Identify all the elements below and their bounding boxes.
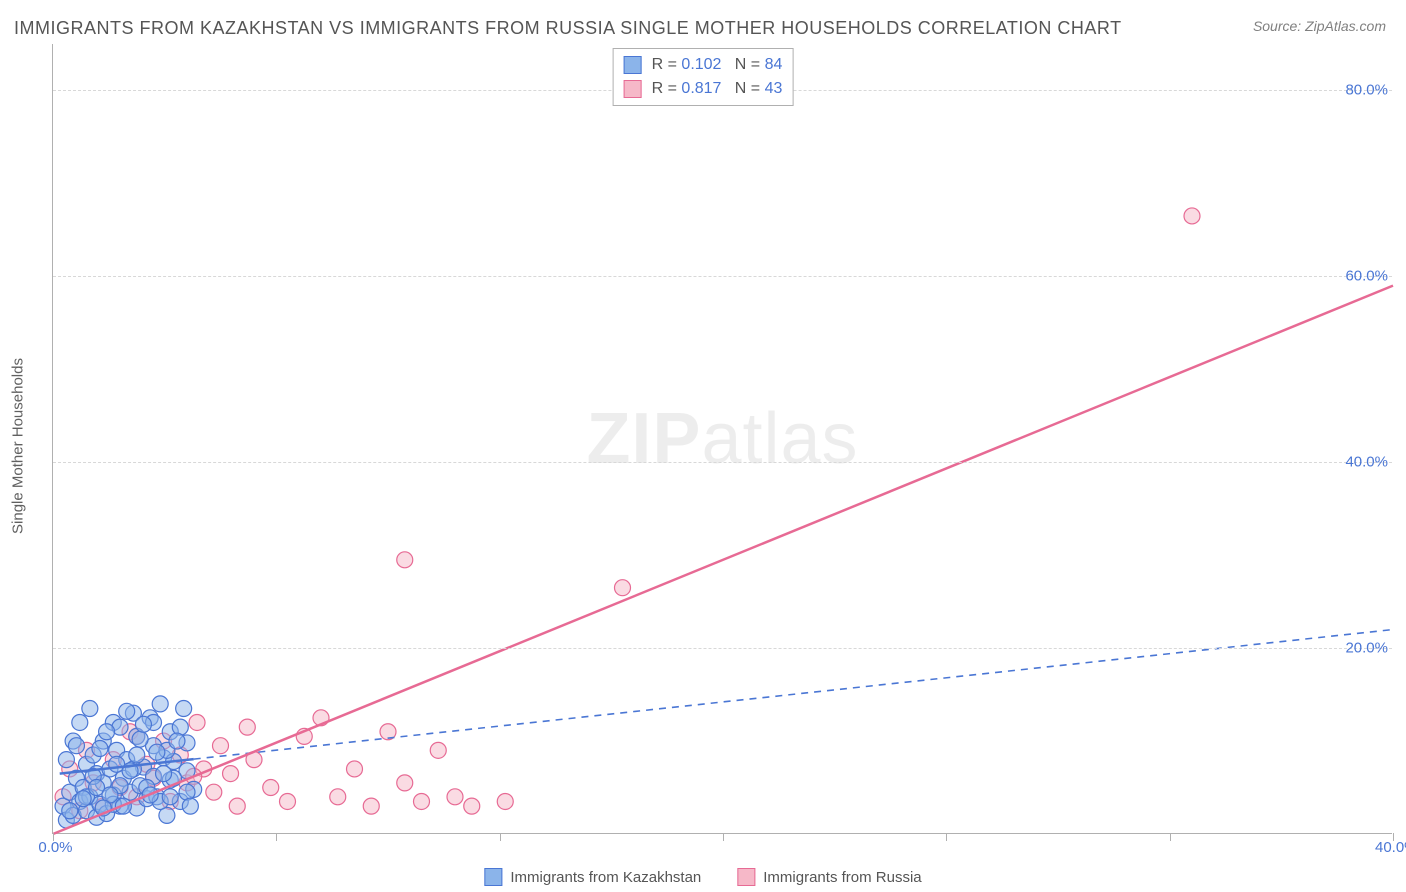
scatter-point xyxy=(189,714,205,730)
scatter-point xyxy=(229,798,245,814)
scatter-point xyxy=(92,740,108,756)
chart-title: IMMIGRANTS FROM KAZAKHSTAN VS IMMIGRANTS… xyxy=(14,18,1122,39)
scatter-point xyxy=(239,719,255,735)
scatter-point xyxy=(464,798,480,814)
scatter-point xyxy=(132,731,148,747)
x-tick xyxy=(723,833,724,841)
legend-label: Immigrants from Kazakhstan xyxy=(510,869,701,886)
gridline-h xyxy=(53,462,1392,463)
scatter-point xyxy=(397,552,413,568)
scatter-point xyxy=(182,798,198,814)
scatter-point xyxy=(152,696,168,712)
scatter-point xyxy=(135,716,151,732)
y-tick-label: 80.0% xyxy=(1345,82,1388,99)
scatter-point xyxy=(497,793,513,809)
scatter-point xyxy=(347,761,363,777)
scatter-point xyxy=(615,580,631,596)
scatter-point xyxy=(172,719,188,735)
scatter-point xyxy=(206,784,222,800)
x-tick xyxy=(1170,833,1171,841)
scatter-point xyxy=(414,793,430,809)
scatter-point xyxy=(263,780,279,796)
scatter-point xyxy=(223,766,239,782)
scatter-point xyxy=(169,733,185,749)
legend-item: Immigrants from Kazakhstan xyxy=(484,868,701,886)
scatter-point xyxy=(176,701,192,717)
x-tick xyxy=(500,833,501,841)
scatter-point xyxy=(119,703,135,719)
scatter-point xyxy=(156,766,172,782)
scatter-point xyxy=(363,798,379,814)
gridline-h xyxy=(53,276,1392,277)
chart-container: { "title": "IMMIGRANTS FROM KAZAKHSTAN V… xyxy=(0,0,1406,892)
y-tick-label: 40.0% xyxy=(1345,454,1388,471)
regression-line xyxy=(53,286,1393,834)
scatter-point xyxy=(213,738,229,754)
stats-row: R = 0.817 N = 43 xyxy=(624,77,783,101)
stats-row: R = 0.102 N = 84 xyxy=(624,53,783,77)
scatter-point xyxy=(397,775,413,791)
x-tick-label: 40.0% xyxy=(1375,839,1406,856)
scatter-point xyxy=(82,701,98,717)
legend-item: Immigrants from Russia xyxy=(737,868,921,886)
scatter-point xyxy=(72,714,88,730)
stats-text: R = 0.817 N = 43 xyxy=(652,77,783,101)
legend-swatch xyxy=(624,56,642,74)
scatter-point xyxy=(58,752,74,768)
legend-bottom: Immigrants from Kazakhstan Immigrants fro… xyxy=(484,868,921,886)
stats-legend-box: R = 0.102 N = 84R = 0.817 N = 43 xyxy=(613,48,794,106)
legend-swatch xyxy=(624,80,642,98)
scatter-point xyxy=(75,791,91,807)
legend-label: Immigrants from Russia xyxy=(763,869,921,886)
y-tick-label: 60.0% xyxy=(1345,268,1388,285)
x-tick-label: 0.0% xyxy=(38,839,72,856)
scatter-point xyxy=(162,789,178,805)
y-axis-label: Single Mother Households xyxy=(10,358,27,534)
plot-area: ZIPatlas xyxy=(52,44,1392,834)
scatter-point xyxy=(149,744,165,760)
scatter-point xyxy=(330,789,346,805)
scatter-point xyxy=(68,738,84,754)
scatter-point xyxy=(447,789,463,805)
scatter-point xyxy=(99,724,115,740)
scatter-point xyxy=(1184,208,1200,224)
scatter-point xyxy=(430,742,446,758)
gridline-h xyxy=(53,648,1392,649)
source-label: Source: ZipAtlas.com xyxy=(1253,18,1386,34)
scatter-point xyxy=(179,784,195,800)
chart-svg xyxy=(53,44,1392,833)
x-tick xyxy=(946,833,947,841)
x-tick xyxy=(276,833,277,841)
scatter-point xyxy=(62,803,78,819)
scatter-point xyxy=(280,793,296,809)
stats-text: R = 0.102 N = 84 xyxy=(652,53,783,77)
y-tick-label: 20.0% xyxy=(1345,640,1388,657)
scatter-point xyxy=(129,747,145,763)
legend-swatch xyxy=(484,868,502,886)
legend-swatch xyxy=(737,868,755,886)
